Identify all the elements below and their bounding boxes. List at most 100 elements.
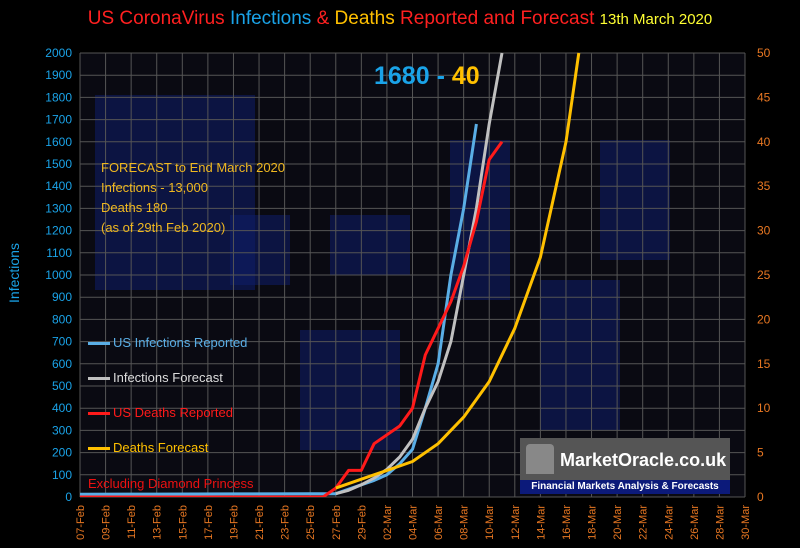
y-tick-label: 1200 <box>45 224 72 238</box>
y-tick-label: 700 <box>52 335 72 349</box>
y-tick-label: 1700 <box>45 113 72 127</box>
y2-tick-label: 0 <box>757 490 764 504</box>
y2-tick-label: 15 <box>757 357 771 371</box>
y-tick-label: 1100 <box>46 246 72 260</box>
y-tick-label: 600 <box>52 357 72 371</box>
x-tick-label: 10-Mar <box>484 505 496 540</box>
x-tick-label: 26-Mar <box>689 505 701 540</box>
x-axis-ticks: 07-Feb 09-Feb 11-Feb 13-Feb 15-Feb 17-Feb 19-F… <box>75 505 752 540</box>
legend-label: Infections Forecast <box>113 370 223 385</box>
legend-item: Deaths Forecast <box>88 440 208 455</box>
y-tick-label: 900 <box>52 290 72 304</box>
legend-item: US Deaths Reported <box>88 405 233 420</box>
map-region <box>330 215 410 275</box>
y-tick-label: 400 <box>52 401 72 415</box>
y2-tick-label: 20 <box>757 312 771 326</box>
title-date: 13th March 2020 <box>600 11 713 28</box>
legend-label: US Deaths Reported <box>113 405 233 420</box>
x-tick-label: 25-Feb <box>305 505 317 540</box>
y-tick-label: 500 <box>52 379 72 393</box>
y-tick-label: 0 <box>65 490 72 504</box>
x-tick-label: 15-Feb <box>177 505 189 540</box>
forecast-line: FORECAST to End March 2020 <box>101 158 285 178</box>
legend-label: US Infections Reported <box>113 335 247 350</box>
x-tick-label: 07-Feb <box>75 505 87 540</box>
x-tick-label: 27-Feb <box>331 505 343 540</box>
map-region <box>600 140 670 260</box>
x-tick-label: 18-Mar <box>587 505 599 540</box>
statue-icon <box>526 444 554 474</box>
y2-tick-label: 45 <box>757 90 771 104</box>
y-axis-title: Infections <box>6 243 22 303</box>
forecast-annotation: FORECAST to End March 2020 Infections - … <box>101 158 285 238</box>
chart-title: US CoronaVirus Infections & Deaths Repor… <box>0 8 800 30</box>
y-tick-label: 1400 <box>45 179 72 193</box>
x-tick-label: 29-Feb <box>356 505 368 540</box>
y-tick-label: 1000 <box>45 268 72 282</box>
legend-swatch <box>88 377 110 380</box>
legend-item: US Infections Reported <box>88 335 247 350</box>
y-tick-label: 1900 <box>45 68 72 82</box>
x-tick-label: 14-Mar <box>535 505 547 540</box>
x-tick-label: 22-Mar <box>638 505 650 540</box>
counter-separator: - <box>437 62 445 90</box>
title-part2: Infections <box>230 8 311 29</box>
x-tick-label: 24-Mar <box>663 505 675 540</box>
y-tick-label: 200 <box>52 446 72 460</box>
x-tick-label: 23-Feb <box>280 505 292 540</box>
watermark-logo: MarketOracle.co.uk Financial Markets Ana… <box>520 438 730 494</box>
x-tick-label: 13-Feb <box>152 505 164 540</box>
x-tick-label: 09-Feb <box>101 505 113 540</box>
y-tick-label: 100 <box>52 468 72 482</box>
y-tick-label: 1500 <box>45 157 72 171</box>
forecast-line: Infections - 13,000 <box>101 178 285 198</box>
x-tick-label: 16-Mar <box>561 505 573 540</box>
left-axis-ticks: 0 100 200 300 400 500 600 700 800 900 1000 1100 1200… <box>45 46 72 504</box>
legend-item: Infections Forecast <box>88 370 223 385</box>
x-tick-label: 19-Feb <box>228 505 240 540</box>
y-tick-label: 300 <box>52 423 72 437</box>
legend-swatch <box>88 412 110 415</box>
map-region <box>300 330 400 450</box>
legend-label: Deaths Forecast <box>113 440 208 455</box>
chart-grid <box>80 53 745 497</box>
y2-tick-label: 10 <box>757 401 771 415</box>
forecast-line: (as of 29th Feb 2020) <box>101 218 285 238</box>
forecast-line: Deaths 180 <box>101 198 285 218</box>
excluding-note: Excluding Diamond Princess <box>88 476 253 491</box>
legend-swatch <box>88 342 110 345</box>
y2-tick-label: 25 <box>757 268 771 282</box>
counter: 1680 - 40 <box>374 62 480 91</box>
x-tick-label: 02-Mar <box>382 505 394 540</box>
x-tick-label: 28-Mar <box>714 505 726 540</box>
map-region <box>540 280 620 430</box>
counter-deaths: 40 <box>452 62 480 90</box>
watermark-title: MarketOracle.co.uk <box>560 450 726 471</box>
y-tick-label: 2000 <box>45 46 72 60</box>
x-tick-label: 21-Feb <box>254 505 266 540</box>
y-tick-label: 1800 <box>45 90 72 104</box>
y2-tick-label: 30 <box>757 224 771 238</box>
legend-swatch <box>88 447 110 450</box>
x-tick-label: 11-Feb <box>126 505 138 539</box>
watermark-subtitle: Financial Markets Analysis & Forecasts <box>520 480 730 494</box>
x-tick-label: 17-Feb <box>203 505 215 540</box>
right-axis-ticks: 0 5 10 15 20 25 30 35 40 45 50 <box>757 46 771 504</box>
x-tick-label: 06-Mar <box>433 505 445 540</box>
y2-tick-label: 5 <box>757 446 764 460</box>
title-part4: Deaths <box>335 8 395 29</box>
x-tick-label: 08-Mar <box>459 505 471 540</box>
y2-tick-label: 40 <box>757 135 771 149</box>
y2-tick-label: 50 <box>757 46 771 60</box>
y-tick-label: 1300 <box>45 201 72 215</box>
title-part3: & <box>317 8 330 29</box>
title-part5: Reported and Forecast <box>400 8 594 29</box>
y-tick-label: 800 <box>52 312 72 326</box>
x-tick-label: 04-Mar <box>408 505 420 540</box>
title-part1: US CoronaVirus <box>88 8 225 29</box>
x-tick-label: 30-Mar <box>740 505 752 540</box>
y2-tick-label: 35 <box>757 179 771 193</box>
x-tick-label: 12-Mar <box>510 505 522 540</box>
y-tick-label: 1600 <box>45 135 72 149</box>
x-tick-label: 20-Mar <box>612 505 624 540</box>
